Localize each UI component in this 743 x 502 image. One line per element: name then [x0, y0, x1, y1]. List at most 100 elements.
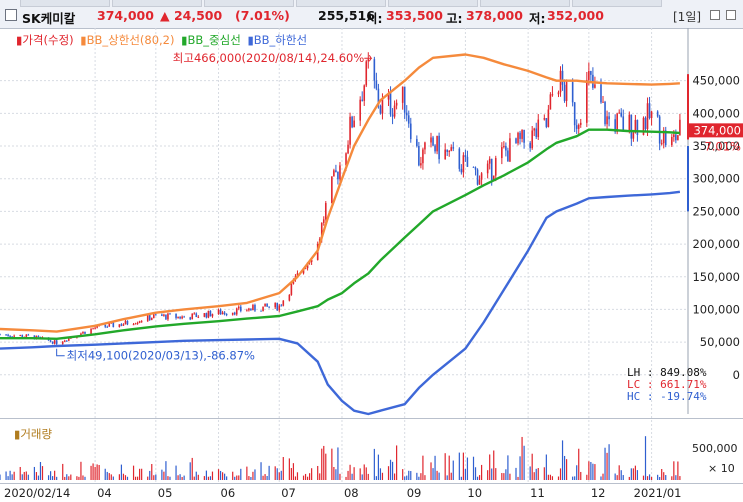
candle-body — [458, 148, 461, 169]
open-label: 시: — [366, 11, 383, 26]
candle-body — [65, 340, 68, 342]
candle-body — [492, 175, 495, 180]
candle-body — [310, 259, 313, 262]
price-change-pct: (7.01%) — [235, 8, 290, 23]
candle-body — [197, 316, 200, 318]
candle-body — [600, 84, 602, 103]
volume-bar — [167, 476, 169, 480]
volume-bar — [460, 476, 462, 480]
x-tick-label: 10 — [467, 486, 482, 500]
tab-stub[interactable] — [388, 0, 478, 7]
candle-body — [320, 223, 323, 240]
candle-body — [662, 130, 665, 144]
volume-bar — [363, 464, 365, 480]
candle-body — [494, 158, 497, 176]
candle-body — [49, 340, 52, 342]
volume-bar — [396, 445, 398, 480]
volume-bar — [576, 465, 578, 480]
tab-stub[interactable] — [296, 0, 386, 7]
volume-bar — [254, 469, 256, 480]
candle-body — [51, 341, 54, 344]
volume-bar — [108, 473, 110, 480]
candle-body — [225, 314, 228, 316]
candle-body — [446, 149, 448, 152]
candle-body — [223, 312, 226, 315]
candle-body — [660, 143, 663, 145]
volume-bar — [501, 473, 503, 480]
candle-body — [628, 114, 631, 131]
volume-bar — [377, 454, 379, 480]
candle-body — [260, 310, 262, 312]
candle-body — [575, 125, 578, 129]
tab-stub[interactable] — [112, 0, 202, 7]
candle-body — [460, 168, 463, 173]
candle-body — [422, 149, 424, 164]
grid-lines — [0, 28, 689, 483]
volume-bar — [432, 468, 434, 480]
volume-bar — [66, 474, 68, 480]
volume-bar — [448, 455, 450, 480]
volume-bar — [503, 473, 505, 480]
bb-mid-line — [0, 128, 680, 340]
tab-stub[interactable] — [480, 0, 570, 7]
candle-body — [148, 314, 151, 320]
volume-bar — [434, 455, 436, 480]
candle-body — [276, 302, 279, 311]
high-value: 378,000 — [466, 8, 523, 23]
current-price: 374,000 — [97, 8, 154, 23]
tab-stub[interactable] — [204, 0, 294, 7]
volume-bar — [141, 468, 143, 480]
candle-body — [150, 317, 153, 320]
volume-bar — [446, 475, 448, 480]
candle-body — [337, 171, 339, 180]
candle-body — [322, 219, 325, 224]
period-selector[interactable]: [1일] — [673, 10, 702, 24]
volume-bar — [23, 471, 25, 480]
volume-bar — [226, 476, 228, 480]
candle-body — [620, 112, 623, 117]
axis-range-down — [687, 146, 689, 212]
volume-bar — [110, 474, 112, 480]
volume-bar — [476, 476, 479, 480]
volume-bar — [98, 464, 100, 480]
volume-bar — [106, 471, 108, 480]
low-label: 저: — [529, 11, 546, 26]
legend-bb-mid[interactable]: BB_중심선 — [187, 33, 241, 47]
minimize-button[interactable] — [710, 10, 720, 20]
volume-bar — [422, 455, 424, 480]
volume-bar — [636, 470, 639, 480]
close-button[interactable] — [726, 10, 736, 20]
volume-bar — [436, 470, 438, 480]
stock-name[interactable]: SK케미칼 — [22, 11, 76, 26]
legend-bb-upper[interactable]: BB_상한선(80,2) — [86, 33, 175, 47]
volume-bar — [389, 459, 392, 480]
volume-bar — [76, 476, 78, 480]
candle-body — [254, 305, 256, 311]
candle-body — [134, 323, 137, 325]
volume-bar — [531, 453, 533, 480]
legend-bb-lower[interactable]: BB_하한선 — [253, 33, 308, 47]
x-tick-label: 05 — [158, 486, 173, 500]
candle-body — [211, 314, 214, 317]
volume-bar — [462, 452, 464, 480]
candle-body — [395, 102, 398, 106]
volume-bar — [478, 475, 481, 480]
candle-body — [290, 283, 293, 295]
volume-label-text[interactable]: 거래량 — [20, 427, 53, 441]
volume-bar — [588, 461, 590, 480]
volume-bar — [347, 470, 349, 480]
y-tick-label: 250,000 — [692, 204, 740, 218]
volume-bar — [521, 436, 523, 480]
volume-bar — [175, 465, 177, 480]
candle-body — [464, 155, 467, 157]
volume-bar — [169, 476, 171, 480]
price-change: ▲ 24,500 — [160, 8, 223, 23]
tab-stub[interactable] — [572, 0, 662, 7]
volume-bar — [379, 468, 382, 480]
candle-body — [614, 119, 616, 132]
tab-stub[interactable] — [20, 0, 110, 7]
legend-price[interactable]: 가격(수정) — [22, 33, 74, 47]
volume-bar — [375, 476, 377, 480]
select-checkbox[interactable] — [5, 9, 17, 21]
